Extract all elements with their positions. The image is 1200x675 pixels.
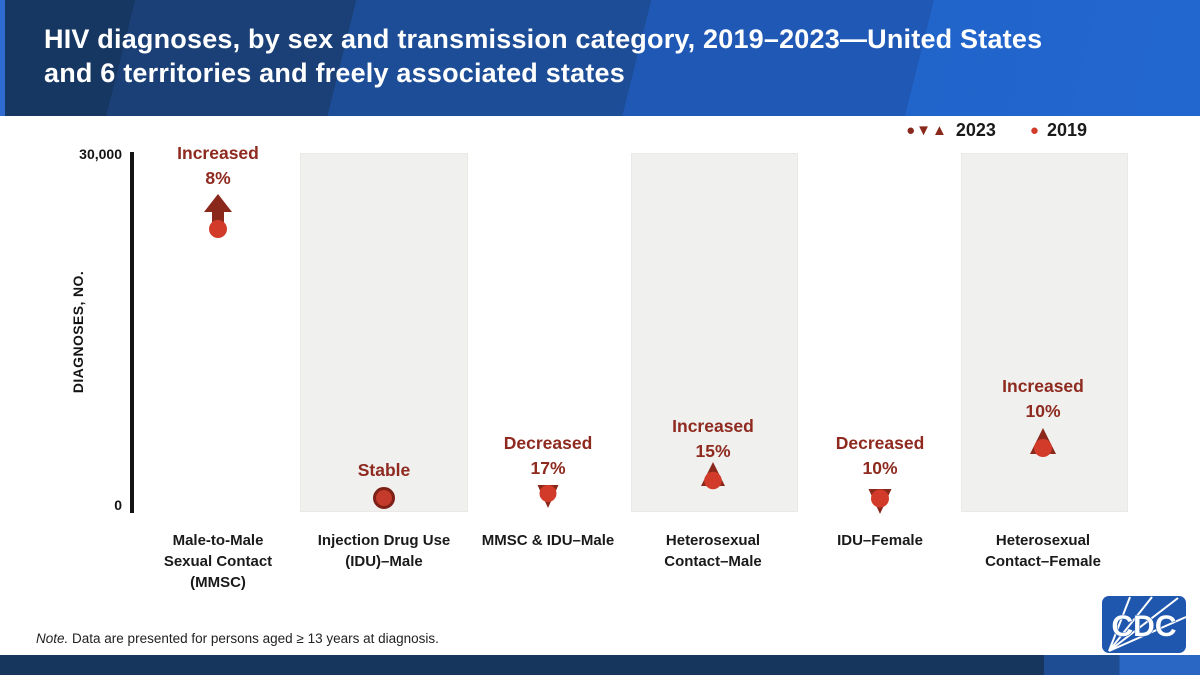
legend: ●▼▲ 2023 ● 2019 (906, 120, 1087, 141)
band-het-male (631, 153, 798, 512)
footnote: Note. Data are presented for persons age… (36, 631, 439, 646)
circle-2019-icon (871, 489, 889, 508)
cdc-logo-text: CDC (1112, 610, 1177, 643)
annotation-mmsc: Increased 8% (177, 143, 259, 188)
footer-bar (0, 655, 1200, 675)
cdc-logo-rays-icon (1108, 596, 1187, 652)
band-idu-male (300, 153, 468, 512)
category-mmsc-idu-male: Decreased 17% MMSC & IDU–Male (463, 0, 633, 675)
cdc-logo: CDC (1102, 596, 1187, 653)
category-label-het-female: Heterosexual Contact–Female (985, 532, 1101, 570)
category-mmsc: Increased 8% Male-to-Male Sexual Contact… (133, 0, 303, 675)
marker-het-male (701, 462, 725, 490)
annotation-het-male: Increased 15% (672, 416, 754, 461)
category-label-mmsc: Male-to-Male Sexual Contact (MMSC) (163, 532, 273, 591)
header-banner: HIV diagnoses, by sex and transmission c… (0, 0, 1200, 116)
category-label-idu-male: Injection Drug Use (IDU)–Male (317, 532, 451, 570)
y-axis-title: DIAGNOSES, NO. (70, 270, 86, 394)
marker-het-female (1030, 428, 1056, 457)
legend-2023-markers-icon: ●▼▲ (906, 122, 948, 139)
annotation-het-female: Increased 10% (1002, 376, 1084, 421)
marker-idu-male (373, 487, 395, 509)
annotation-mmsc-idu-male: Decreased 17% (503, 433, 593, 478)
footnote-prefix: Note. (36, 631, 69, 646)
circle-2019-icon (704, 471, 722, 490)
y-tick-0: 0 (114, 497, 122, 513)
category-label-idu-female: IDU–Female (837, 532, 923, 549)
banner-left-edge (0, 0, 5, 116)
annotation-idu-male: Stable (357, 460, 411, 480)
y-axis-line (130, 152, 134, 513)
page-title: HIV diagnoses, by sex and transmission c… (44, 24, 1043, 88)
footnote-text: Data are presented for persons aged ≥ 13… (68, 631, 439, 646)
category-label-mmsc-idu-male: MMSC & IDU–Male (481, 532, 615, 549)
category-het-male: Increased 15% Heterosexual Contact–Male (628, 0, 798, 675)
legend-2019-marker-icon: ● (1029, 122, 1039, 139)
category-idu-female: Decreased 10% IDU–Female (795, 0, 965, 675)
y-tick-30000: 30,000 (79, 146, 122, 162)
marker-mmsc-idu-male (537, 485, 559, 508)
legend-2023-label: 2023 (955, 120, 996, 140)
circle-2019-icon (539, 485, 557, 502)
circle-2019-icon (209, 220, 227, 238)
category-het-female: Increased 10% Heterosexual Contact–Femal… (958, 0, 1128, 675)
annotation-idu-female: Decreased 10% (835, 433, 925, 478)
legend-2019-label: 2019 (1046, 120, 1087, 140)
arrow-up-2023-icon (204, 194, 232, 225)
circle-2019-icon (1034, 439, 1052, 457)
marker-idu-female (868, 489, 892, 514)
marker-mmsc (204, 194, 232, 238)
category-label-het-male: Heterosexual Contact–Male (664, 532, 762, 570)
category-idu-male: Stable Injection Drug Use (IDU)–Male (299, 0, 469, 675)
circle-stable-icon (373, 487, 395, 509)
